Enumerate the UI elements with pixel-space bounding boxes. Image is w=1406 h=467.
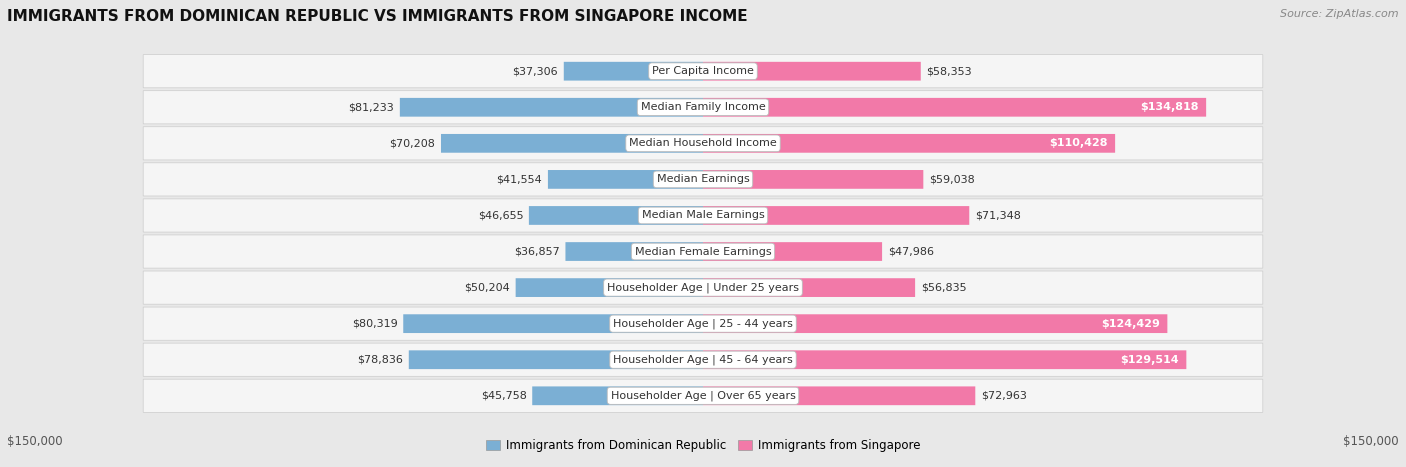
- FancyBboxPatch shape: [399, 98, 703, 117]
- Text: $50,204: $50,204: [464, 283, 510, 293]
- FancyBboxPatch shape: [143, 235, 1263, 268]
- Text: Per Capita Income: Per Capita Income: [652, 66, 754, 76]
- Text: $41,554: $41,554: [496, 174, 543, 184]
- Text: $36,857: $36,857: [515, 247, 560, 256]
- Text: Householder Age | 25 - 44 years: Householder Age | 25 - 44 years: [613, 318, 793, 329]
- FancyBboxPatch shape: [143, 55, 1263, 88]
- FancyBboxPatch shape: [516, 278, 703, 297]
- Text: Householder Age | Under 25 years: Householder Age | Under 25 years: [607, 283, 799, 293]
- FancyBboxPatch shape: [703, 98, 1206, 117]
- FancyBboxPatch shape: [703, 62, 921, 81]
- FancyBboxPatch shape: [143, 163, 1263, 196]
- Text: $129,514: $129,514: [1121, 355, 1178, 365]
- Text: $72,963: $72,963: [981, 391, 1026, 401]
- Text: Median Male Earnings: Median Male Earnings: [641, 211, 765, 220]
- Text: $81,233: $81,233: [349, 102, 394, 112]
- Text: $46,655: $46,655: [478, 211, 523, 220]
- Text: Median Household Income: Median Household Income: [628, 138, 778, 149]
- FancyBboxPatch shape: [533, 386, 703, 405]
- Text: Median Earnings: Median Earnings: [657, 174, 749, 184]
- FancyBboxPatch shape: [143, 343, 1263, 376]
- FancyBboxPatch shape: [703, 242, 882, 261]
- Text: $59,038: $59,038: [929, 174, 974, 184]
- FancyBboxPatch shape: [703, 278, 915, 297]
- Text: $37,306: $37,306: [513, 66, 558, 76]
- Text: IMMIGRANTS FROM DOMINICAN REPUBLIC VS IMMIGRANTS FROM SINGAPORE INCOME: IMMIGRANTS FROM DOMINICAN REPUBLIC VS IM…: [7, 9, 748, 24]
- Text: $134,818: $134,818: [1140, 102, 1199, 112]
- FancyBboxPatch shape: [703, 350, 1187, 369]
- Text: $80,319: $80,319: [352, 318, 398, 329]
- Text: $150,000: $150,000: [1343, 435, 1399, 448]
- Text: $70,208: $70,208: [389, 138, 436, 149]
- FancyBboxPatch shape: [404, 314, 703, 333]
- Text: $150,000: $150,000: [7, 435, 63, 448]
- FancyBboxPatch shape: [143, 91, 1263, 124]
- FancyBboxPatch shape: [143, 307, 1263, 340]
- FancyBboxPatch shape: [703, 134, 1115, 153]
- Text: Median Female Earnings: Median Female Earnings: [634, 247, 772, 256]
- FancyBboxPatch shape: [409, 350, 703, 369]
- FancyBboxPatch shape: [143, 199, 1263, 232]
- FancyBboxPatch shape: [143, 127, 1263, 160]
- Text: Householder Age | 45 - 64 years: Householder Age | 45 - 64 years: [613, 354, 793, 365]
- Text: $45,758: $45,758: [481, 391, 527, 401]
- FancyBboxPatch shape: [143, 271, 1263, 304]
- FancyBboxPatch shape: [529, 206, 703, 225]
- FancyBboxPatch shape: [548, 170, 703, 189]
- FancyBboxPatch shape: [564, 62, 703, 81]
- FancyBboxPatch shape: [703, 170, 924, 189]
- FancyBboxPatch shape: [441, 134, 703, 153]
- Text: Source: ZipAtlas.com: Source: ZipAtlas.com: [1281, 9, 1399, 19]
- Text: $58,353: $58,353: [927, 66, 972, 76]
- Text: $124,429: $124,429: [1101, 318, 1160, 329]
- Text: $110,428: $110,428: [1049, 138, 1108, 149]
- FancyBboxPatch shape: [143, 379, 1263, 412]
- Text: Householder Age | Over 65 years: Householder Age | Over 65 years: [610, 390, 796, 401]
- Text: $56,835: $56,835: [921, 283, 966, 293]
- FancyBboxPatch shape: [565, 242, 703, 261]
- Text: $47,986: $47,986: [887, 247, 934, 256]
- FancyBboxPatch shape: [703, 206, 969, 225]
- Text: Median Family Income: Median Family Income: [641, 102, 765, 112]
- Text: $78,836: $78,836: [357, 355, 404, 365]
- FancyBboxPatch shape: [703, 386, 976, 405]
- Legend: Immigrants from Dominican Republic, Immigrants from Singapore: Immigrants from Dominican Republic, Immi…: [481, 434, 925, 456]
- Text: $71,348: $71,348: [974, 211, 1021, 220]
- FancyBboxPatch shape: [703, 314, 1167, 333]
